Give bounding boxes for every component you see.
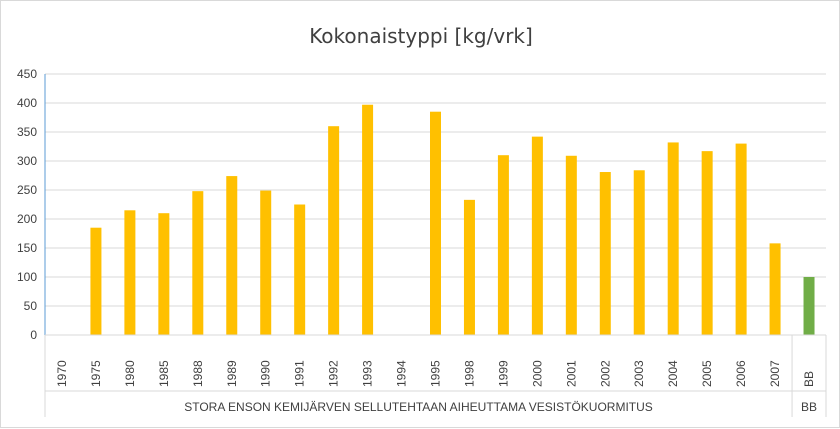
bar-2006	[735, 143, 747, 335]
y-tick-label: 450	[17, 67, 37, 81]
y-tick-label: 100	[17, 270, 37, 284]
y-tick-label: 200	[17, 212, 37, 226]
x-tick-label: 1991	[293, 360, 307, 387]
x-tick-label: 2002	[598, 360, 612, 387]
bar-2001	[565, 155, 577, 335]
x-tick-label: 2005	[700, 360, 714, 387]
x-tick-label: 1992	[327, 360, 341, 387]
y-tick-label: 150	[17, 241, 37, 255]
x-tick-label: 1989	[225, 360, 239, 387]
bar-1998	[463, 199, 475, 335]
bar-1989	[226, 176, 238, 335]
x-tick-label: 1998	[462, 360, 476, 387]
y-axis-ticks: 0 50 100 150 200 250 300 350 400 450	[17, 67, 37, 342]
x-axis: 1970 1975 1980 1985 1988 1989 1990 1991 1992 1993…	[44, 334, 827, 417]
y-tick-label: 50	[24, 299, 38, 313]
chart-title: Kokonaistyppi [kg/vrk]	[309, 24, 533, 48]
x-tick-label: 1999	[496, 360, 510, 387]
bar-2003	[633, 170, 645, 335]
group-label: BB	[801, 400, 817, 414]
x-tick-label: 1985	[157, 360, 171, 387]
bar-1990	[260, 190, 272, 335]
x-tick-label: 2006	[734, 360, 748, 387]
x-tick-label: 1994	[395, 360, 409, 387]
y-tick-label: 400	[17, 96, 37, 110]
group-label: STORA ENSON KEMIJÄRVEN SELLUTEHTAAN AIHE…	[184, 400, 653, 414]
bar-BB	[803, 277, 815, 335]
bars	[90, 104, 815, 336]
x-tick-label: 1993	[361, 360, 375, 387]
y-tick-label: 300	[17, 154, 37, 168]
x-tick-label: 1988	[191, 360, 205, 387]
x-tick-label: BB	[802, 371, 816, 387]
bar-1999	[497, 155, 509, 335]
bar-1991	[294, 204, 306, 335]
bar-2000	[531, 136, 543, 335]
x-tick-label: 2004	[666, 360, 680, 387]
x-tick-label: 1975	[89, 360, 103, 387]
y-tick-label: 250	[17, 183, 37, 197]
bar-1995	[430, 111, 441, 335]
bar-2007	[769, 243, 781, 335]
bar-1988	[192, 191, 204, 335]
x-tick-label: 2007	[768, 360, 782, 387]
bar-2004	[667, 142, 679, 335]
bar-1980	[124, 210, 136, 335]
x-tick-label: 1980	[123, 360, 137, 387]
x-tick-label: 2003	[632, 360, 646, 387]
y-tick-label: 350	[17, 125, 37, 139]
bar-2002	[599, 172, 611, 335]
x-tick-label: 1990	[259, 360, 273, 387]
x-tick-label: 2001	[564, 360, 578, 387]
bar-1992	[328, 126, 340, 335]
bar-1975	[90, 227, 102, 335]
x-tick-label: 2000	[530, 360, 544, 387]
bar-1985	[158, 213, 170, 335]
x-tick-label: 1995	[429, 360, 443, 387]
bar-1993	[362, 104, 374, 336]
x-tick-label: 1970	[55, 360, 69, 387]
y-tick-label: 0	[30, 328, 37, 342]
bar-2005	[701, 151, 713, 335]
